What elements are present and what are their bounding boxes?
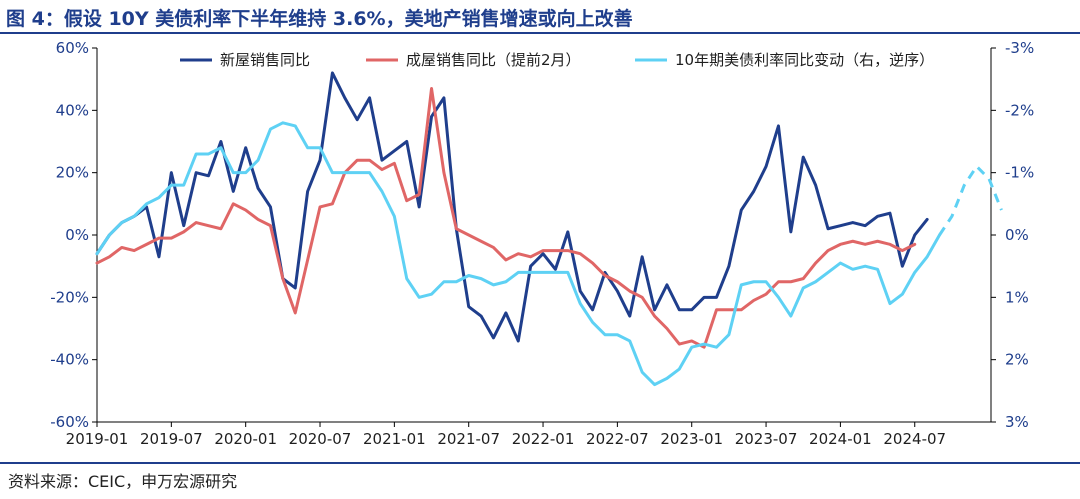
left-tick-label: -60% bbox=[50, 413, 89, 431]
left-axis-ticks: 60% 40% 20% 0% -20% -40% -60% bbox=[50, 39, 97, 431]
right-tick-label: 0% bbox=[1005, 226, 1029, 244]
left-tick-label: 20% bbox=[56, 164, 89, 182]
left-tick-label: 60% bbox=[56, 39, 89, 57]
series-group bbox=[95, 71, 1003, 387]
x-tick-label: 2019-01 bbox=[66, 430, 129, 448]
treasury-yield-change-line-forecast bbox=[938, 164, 1003, 236]
new-home-sales-line bbox=[95, 71, 929, 343]
legend-label: 新屋销售同比 bbox=[220, 51, 310, 69]
right-axis-ticks: -3% -2% -1% 0% 1% 2% 3% bbox=[991, 39, 1034, 431]
x-tick-label: 2023-01 bbox=[660, 430, 723, 448]
x-axis-ticks: 2019-01 2019-07 2020-01 2020-07 2021-01 2021-… bbox=[66, 422, 946, 448]
x-tick-label: 2022-01 bbox=[512, 430, 575, 448]
left-tick-label: -20% bbox=[50, 288, 89, 306]
right-tick-label: -3% bbox=[1005, 39, 1034, 57]
right-tick-label: -2% bbox=[1005, 101, 1034, 119]
x-tick-label: 2024-01 bbox=[809, 430, 872, 448]
right-tick-label: 1% bbox=[1005, 288, 1029, 306]
title-underline bbox=[0, 32, 1080, 34]
right-tick-label: -1% bbox=[1005, 164, 1034, 182]
treasury-yield-change-line bbox=[95, 121, 942, 387]
x-tick-label: 2019-07 bbox=[140, 430, 203, 448]
existing-home-sales-line bbox=[95, 87, 917, 349]
x-tick-label: 2022-07 bbox=[586, 430, 649, 448]
left-tick-label: 40% bbox=[56, 101, 89, 119]
right-tick-label: 2% bbox=[1005, 351, 1029, 369]
left-tick-label: -40% bbox=[50, 351, 89, 369]
legend-label: 10年期美债利率同比变动（右，逆序） bbox=[675, 51, 934, 69]
legend-label: 成屋销售同比（提前2月） bbox=[406, 51, 581, 69]
right-tick-label: 3% bbox=[1005, 413, 1029, 431]
x-tick-label: 2023-07 bbox=[735, 430, 798, 448]
chart-title: 图 4：假设 10Y 美债利率下半年维持 3.6%，美地产销售增速或向上改善 bbox=[6, 8, 633, 30]
source-note: 资料来源：CEIC，申万宏源研究 bbox=[8, 472, 238, 491]
x-tick-label: 2020-01 bbox=[214, 430, 277, 448]
source-divider bbox=[0, 462, 1080, 464]
x-tick-label: 2021-01 bbox=[363, 430, 426, 448]
x-tick-label: 2024-07 bbox=[883, 430, 946, 448]
left-tick-label: 0% bbox=[65, 226, 89, 244]
x-tick-label: 2021-07 bbox=[437, 430, 500, 448]
x-tick-label: 2020-07 bbox=[289, 430, 352, 448]
legend: 新屋销售同比 成屋销售同比（提前2月） 10年期美债利率同比变动（右，逆序） bbox=[180, 51, 934, 69]
